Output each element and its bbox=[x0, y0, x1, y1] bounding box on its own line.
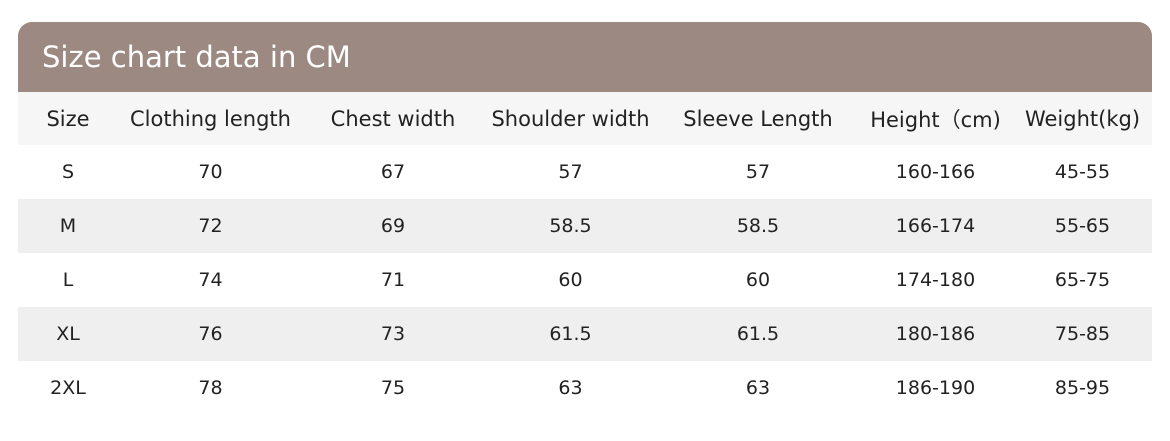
cell: XL bbox=[18, 307, 118, 361]
cell: L bbox=[18, 253, 118, 307]
cell: 55-65 bbox=[1013, 199, 1152, 253]
cell: 74 bbox=[118, 253, 303, 307]
cell: 61.5 bbox=[658, 307, 858, 361]
size-row: 2XL 78 75 63 63 186-190 85-95 bbox=[18, 361, 1152, 415]
cell: 174-180 bbox=[858, 253, 1013, 307]
cell: 58.5 bbox=[658, 199, 858, 253]
cell: 75 bbox=[303, 361, 483, 415]
cell: 70 bbox=[118, 145, 303, 199]
cell: 166-174 bbox=[858, 199, 1013, 253]
cell: 65-75 bbox=[1013, 253, 1152, 307]
cell: 67 bbox=[303, 145, 483, 199]
cell: 69 bbox=[303, 199, 483, 253]
cell: 73 bbox=[303, 307, 483, 361]
cell: 58.5 bbox=[483, 199, 658, 253]
cell: 45-55 bbox=[1013, 145, 1152, 199]
cell: 57 bbox=[483, 145, 658, 199]
cell: 61.5 bbox=[483, 307, 658, 361]
cell: 72 bbox=[118, 199, 303, 253]
column-header: Sleeve Length bbox=[658, 92, 858, 145]
header-row: Size Clothing length Chest width Shoulder w… bbox=[18, 92, 1152, 145]
cell: M bbox=[18, 199, 118, 253]
column-header: Shoulder width bbox=[483, 92, 658, 145]
column-header: Size bbox=[18, 92, 118, 145]
column-header: Height（cm) bbox=[858, 92, 1013, 145]
column-header: Clothing length bbox=[118, 92, 303, 145]
size-row: S 70 67 57 57 160-166 45-55 bbox=[18, 145, 1152, 199]
cell: 186-190 bbox=[858, 361, 1013, 415]
cell: 75-85 bbox=[1013, 307, 1152, 361]
cell: 85-95 bbox=[1013, 361, 1152, 415]
column-header: Weight(kg) bbox=[1013, 92, 1152, 145]
cell: 2XL bbox=[18, 361, 118, 415]
cell: 160-166 bbox=[858, 145, 1013, 199]
cell: S bbox=[18, 145, 118, 199]
cell: 71 bbox=[303, 253, 483, 307]
size-row: L 74 71 60 60 174-180 65-75 bbox=[18, 253, 1152, 307]
title: Size chart data in CM bbox=[18, 22, 1152, 92]
cell: 180-186 bbox=[858, 307, 1013, 361]
column-header: Chest width bbox=[303, 92, 483, 145]
cell: 63 bbox=[483, 361, 658, 415]
cell: 60 bbox=[658, 253, 858, 307]
size-chart: Size chart data in CM Size Clothing lengt… bbox=[18, 22, 1152, 418]
size-row: M 72 69 58.5 58.5 166-174 55-65 bbox=[18, 199, 1152, 253]
size-row: XL 76 73 61.5 61.5 180-186 75-85 bbox=[18, 307, 1152, 361]
size-table: Size Clothing length Chest width Shoulder w… bbox=[18, 92, 1152, 415]
cell: 78 bbox=[118, 361, 303, 415]
cell: 63 bbox=[658, 361, 858, 415]
cell: 60 bbox=[483, 253, 658, 307]
cell: 76 bbox=[118, 307, 303, 361]
cell: 57 bbox=[658, 145, 858, 199]
